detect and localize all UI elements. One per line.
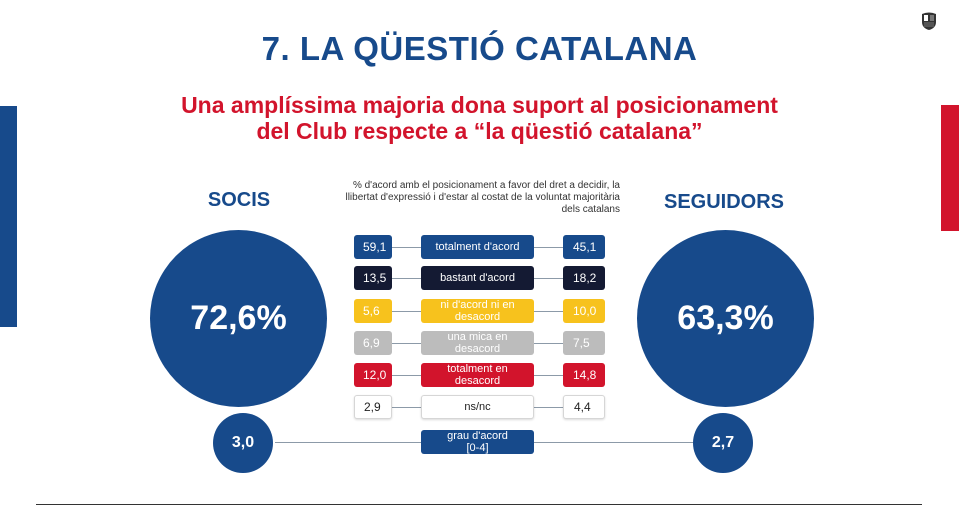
row-connector-left [392,343,422,344]
row-connector-right [533,247,563,248]
socis-value: 2,9 [354,395,392,419]
right-accent-bar [941,105,959,231]
row-connector-left [392,247,422,248]
row-label: ni d'acord ni en desacord [421,299,534,323]
socis-label: SOCIS [207,189,271,211]
page-subtitle: Una amplíssima majoria dona suport al po… [0,92,959,144]
seguidors-value: 45,1 [563,235,605,259]
left-accent-bar [0,106,17,327]
row-label: totalment en desacord [421,363,534,387]
grau-connector-left [275,442,423,443]
subtitle-line-2: del Club respecte a “la qüestió catalana… [256,118,703,144]
socis-value: 12,0 [354,363,392,387]
socis-value: 6,9 [354,331,392,355]
grau-label-line-1: grau d'acord [447,430,508,442]
row-connector-right [533,343,563,344]
page-title: 7. LA QÜESTIÓ CATALANA [261,30,698,67]
row-label: bastant d'acord [421,266,534,290]
socis-value: 13,5 [354,266,392,290]
chart-note: % d'acord amb el posicionament a favor d… [345,180,620,215]
row-connector-right [533,407,563,408]
grau-label-box: grau d'acord [0-4] [421,430,534,454]
row-label: ns/nc [421,395,534,419]
row-connector-left [392,375,422,376]
row-connector-left [392,407,422,408]
row-connector-right [533,278,563,279]
footer-rule [36,504,922,505]
seguidors-value: 14,8 [563,363,605,387]
seguidors-value: 4,4 [563,395,605,419]
seguidors-total-circle: 63,3% [637,230,814,407]
row-label: una mica en desacord [421,331,534,355]
seguidors-value: 7,5 [563,331,605,355]
seguidors-value: 10,0 [563,299,605,323]
seguidors-grau-circle: 2,7 [693,413,753,473]
row-connector-left [392,311,422,312]
row-connector-left [392,278,422,279]
grau-connector-right [533,442,696,443]
socis-total-circle: 72,6% [150,230,327,407]
subtitle-line-1: Una amplíssima majoria dona suport al po… [181,92,778,118]
socis-value: 59,1 [354,235,392,259]
socis-grau-circle: 3,0 [213,413,273,473]
row-label: totalment d'acord [421,235,534,259]
grau-label-line-2: [0-4] [466,442,489,454]
club-crest-icon [922,12,936,30]
row-connector-right [533,375,563,376]
row-connector-right [533,311,563,312]
seguidors-value: 18,2 [563,266,605,290]
seguidors-label: SEGUIDORS [663,191,785,213]
socis-value: 5,6 [354,299,392,323]
